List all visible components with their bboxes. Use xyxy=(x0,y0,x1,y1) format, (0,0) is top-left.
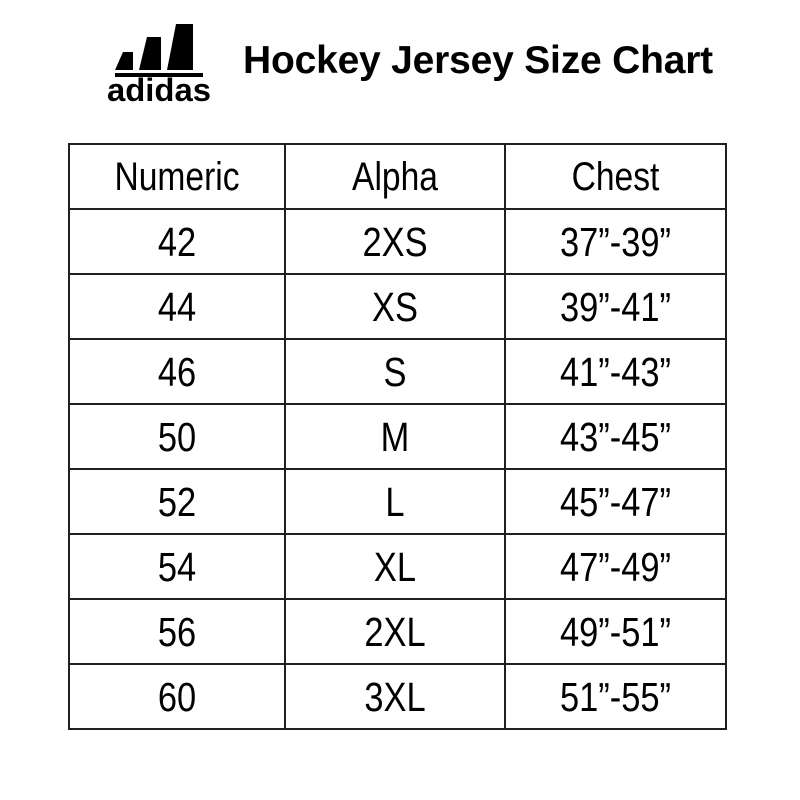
cell-alpha: 2XS xyxy=(301,208,489,275)
table-row: 50 M 43”-45” xyxy=(69,403,726,470)
cell-numeric: 54 xyxy=(85,533,269,600)
cell-numeric: 42 xyxy=(85,208,269,275)
cell-alpha: L xyxy=(301,468,489,535)
cell-chest: 43”-45” xyxy=(521,403,710,470)
size-chart-table: Numeric Alpha Chest 42 2XS 37”-39” 44 XS… xyxy=(68,143,727,730)
page-header: adidas Hockey Jersey Size Chart xyxy=(0,22,800,122)
cell-chest: 47”-49” xyxy=(521,533,710,600)
cell-numeric: 50 xyxy=(85,403,269,470)
table-row: 42 2XS 37”-39” xyxy=(69,208,726,275)
cell-alpha: S xyxy=(301,338,489,405)
adidas-three-bars-icon xyxy=(115,24,193,70)
cell-numeric: 60 xyxy=(85,663,269,730)
cell-numeric: 52 xyxy=(85,468,269,535)
cell-chest: 51”-55” xyxy=(521,663,710,730)
cell-chest: 37”-39” xyxy=(521,208,710,275)
column-header-numeric: Numeric xyxy=(85,143,269,210)
column-header-alpha: Alpha xyxy=(301,143,489,210)
table-row: 46 S 41”-43” xyxy=(69,338,726,405)
cell-numeric: 56 xyxy=(85,598,269,665)
table-row: 56 2XL 49”-51” xyxy=(69,598,726,665)
column-header-chest: Chest xyxy=(521,143,710,210)
size-chart-table-container: Numeric Alpha Chest 42 2XS 37”-39” 44 XS… xyxy=(68,143,727,730)
cell-chest: 49”-51” xyxy=(521,598,710,665)
cell-alpha: M xyxy=(301,403,489,470)
cell-numeric: 46 xyxy=(85,338,269,405)
page-title: Hockey Jersey Size Chart xyxy=(243,39,713,82)
cell-chest: 41”-43” xyxy=(521,338,710,405)
table-row: 54 XL 47”-49” xyxy=(69,533,726,600)
adidas-wordmark-icon: adidas xyxy=(107,72,211,108)
table-body: 42 2XS 37”-39” 44 XS 39”-41” 46 S 41”-43… xyxy=(69,208,726,730)
table-row: 52 L 45”-47” xyxy=(69,468,726,535)
cell-alpha: XL xyxy=(301,533,489,600)
table-header-row: Numeric Alpha Chest xyxy=(69,143,726,210)
cell-numeric: 44 xyxy=(85,273,269,340)
svg-text:adidas: adidas xyxy=(107,72,211,108)
cell-chest: 45”-47” xyxy=(521,468,710,535)
cell-alpha: 3XL xyxy=(301,663,489,730)
table-row: 44 XS 39”-41” xyxy=(69,273,726,340)
cell-alpha: XS xyxy=(301,273,489,340)
table-row: 60 3XL 51”-55” xyxy=(69,663,726,730)
adidas-logo: adidas xyxy=(103,22,215,108)
table-header: Numeric Alpha Chest xyxy=(69,143,726,210)
cell-alpha: 2XL xyxy=(301,598,489,665)
cell-chest: 39”-41” xyxy=(521,273,710,340)
